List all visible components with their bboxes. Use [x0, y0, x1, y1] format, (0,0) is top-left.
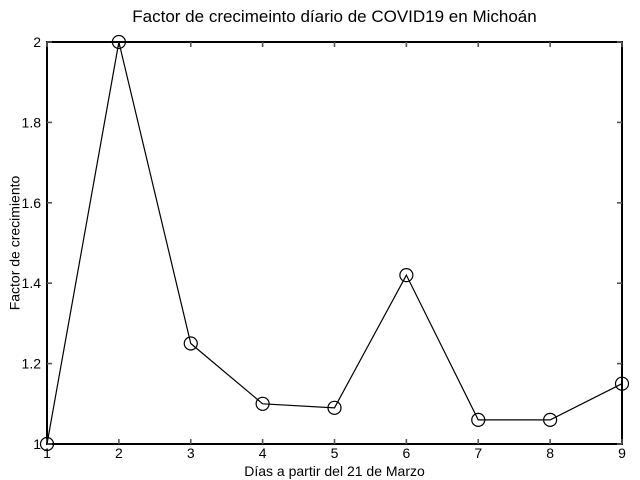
chart-title: Factor de crecimeinto díario de COVID19 …	[132, 7, 537, 26]
x-axis-label: Días a partir del 21 de Marzo	[244, 463, 425, 479]
data-point	[183, 336, 198, 351]
data-line	[46, 41, 623, 445]
x-tick-label: 5	[331, 445, 339, 461]
x-tick-label: 7	[474, 445, 482, 461]
x-tick-label: 9	[618, 445, 626, 461]
x-tick-label: 2	[115, 445, 123, 461]
x-tick-label: 1	[43, 445, 51, 461]
data-point	[543, 412, 558, 427]
y-tick-label: 1.6	[22, 195, 42, 211]
x-tick-label: 4	[259, 445, 267, 461]
data-point	[399, 268, 414, 283]
data-point	[111, 34, 126, 50]
data-point	[614, 376, 630, 391]
x-tick-label: 3	[187, 445, 195, 461]
y-tick-label: 1.2	[22, 356, 42, 372]
y-tick-label: 1.8	[22, 114, 42, 130]
data-point	[471, 412, 486, 427]
y-tick-label: 1	[33, 436, 41, 452]
data-point	[255, 396, 270, 411]
y-tick-label: 2	[33, 34, 41, 50]
data-point	[327, 400, 342, 415]
y-tick-label: 1.4	[22, 275, 42, 291]
x-tick-label: 8	[546, 445, 554, 461]
data-point	[39, 436, 55, 452]
x-tick-label: 6	[402, 445, 410, 461]
